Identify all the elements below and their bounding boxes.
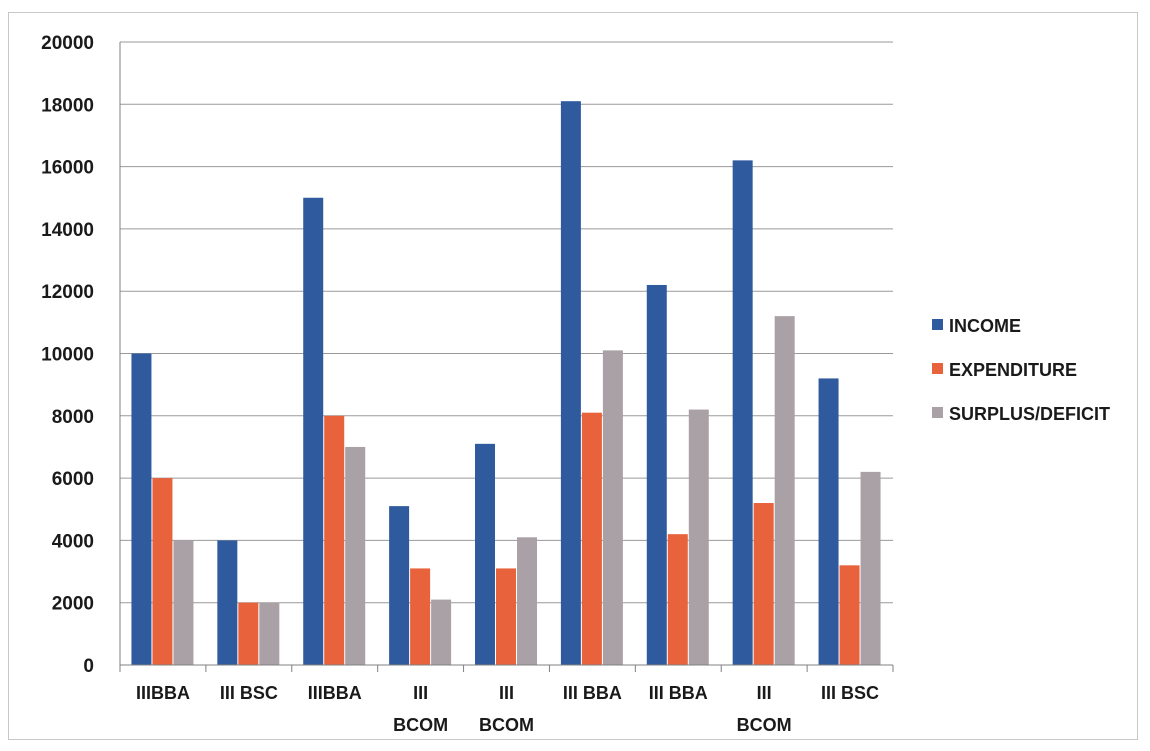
y-tick-label: 20000	[41, 33, 94, 54]
y-tick-label: 10000	[41, 345, 94, 366]
bar-income	[475, 443, 495, 665]
x-category-label: IIIBBA	[136, 683, 190, 703]
x-category-label: BCOM	[393, 715, 448, 735]
y-tick-label: 6000	[52, 469, 94, 490]
bar-expenditure	[324, 415, 345, 665]
y-tick-label: 0	[83, 656, 94, 677]
y-tick-label: 4000	[52, 531, 94, 552]
bar-surplus-deficit	[517, 537, 537, 665]
bar-expenditure	[496, 568, 516, 665]
x-category-label: BCOM	[479, 715, 534, 735]
bar-surplus-deficit	[345, 446, 366, 665]
x-category-label: BCOM	[737, 715, 792, 735]
bar-income	[131, 353, 152, 665]
y-tick-label: 8000	[52, 407, 94, 428]
x-axis-category-labels: IIIBBA III BSC IIIBBA III BCOM III BCOM III BBA…	[136, 683, 879, 735]
y-axis-tick-labels: 0 2000 4000 6000 8000 10000 12000 14000 16000 180…	[41, 33, 94, 677]
bar-surplus-deficit	[774, 316, 795, 665]
bars	[131, 101, 881, 665]
y-tick-label: 18000	[41, 95, 94, 116]
legend-item: SURPLUS/DEFICIT	[932, 404, 1110, 424]
bar-income	[303, 197, 324, 665]
bar-surplus-deficit	[602, 350, 623, 665]
y-tick-label: 16000	[41, 158, 94, 179]
x-category-label: III BBA	[563, 683, 622, 703]
bar-surplus-deficit	[431, 599, 452, 665]
bar-income	[732, 160, 753, 665]
x-category-label: IIIBBA	[308, 683, 362, 703]
legend-item: INCOME	[932, 316, 1021, 336]
legend-label: EXPENDITURE	[949, 360, 1077, 380]
bar-expenditure	[410, 568, 431, 665]
bar-expenditure	[667, 534, 688, 665]
legend-swatch	[932, 407, 943, 418]
bar-surplus-deficit	[173, 540, 194, 665]
x-category-label: III	[499, 683, 514, 703]
bar-expenditure	[152, 478, 173, 665]
legend-label: INCOME	[949, 316, 1021, 336]
bar-income	[217, 540, 238, 665]
bar-income	[560, 101, 581, 665]
bar-income	[646, 284, 667, 665]
bar-surplus-deficit	[860, 471, 881, 665]
bar-expenditure	[238, 602, 259, 665]
legend-label: SURPLUS/DEFICIT	[949, 404, 1110, 424]
bar-expenditure	[581, 412, 602, 665]
bar-surplus-deficit	[259, 602, 280, 665]
x-category-label: III	[757, 683, 772, 703]
legend-swatch	[932, 319, 943, 330]
bar-expenditure	[753, 503, 774, 665]
x-category-label: III BSC	[220, 683, 278, 703]
legend-item: EXPENDITURE	[932, 360, 1077, 380]
axes	[119, 42, 894, 672]
x-category-label: III BBA	[649, 683, 708, 703]
y-tick-label: 12000	[41, 282, 94, 303]
x-category-label: III BSC	[821, 683, 879, 703]
legend: INCOME EXPENDITURE SURPLUS/DEFICIT	[932, 316, 1110, 424]
bar-income	[389, 506, 410, 665]
y-tick-label: 14000	[41, 220, 94, 241]
x-category-label: III	[413, 683, 428, 703]
bar-surplus-deficit	[688, 409, 709, 665]
bar-expenditure	[839, 565, 860, 665]
legend-swatch	[932, 363, 943, 374]
y-tick-label: 2000	[52, 594, 94, 615]
bar-income	[818, 378, 839, 665]
